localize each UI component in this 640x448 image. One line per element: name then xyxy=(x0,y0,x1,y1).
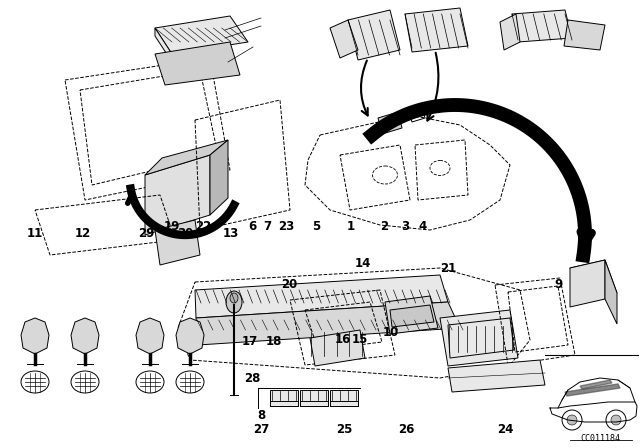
Polygon shape xyxy=(330,20,358,58)
Text: 25: 25 xyxy=(336,422,353,436)
Text: 8: 8 xyxy=(257,409,265,422)
Text: 11: 11 xyxy=(27,227,44,241)
Polygon shape xyxy=(155,16,248,54)
Text: 9: 9 xyxy=(554,278,562,291)
Text: 26: 26 xyxy=(398,422,415,436)
Polygon shape xyxy=(71,318,99,354)
Polygon shape xyxy=(440,310,518,366)
Text: 27: 27 xyxy=(253,422,269,436)
Polygon shape xyxy=(378,112,402,134)
Polygon shape xyxy=(145,140,228,175)
Text: 3: 3 xyxy=(401,220,409,233)
Polygon shape xyxy=(564,20,605,50)
Text: 14: 14 xyxy=(355,257,371,270)
Polygon shape xyxy=(348,10,400,60)
Polygon shape xyxy=(330,390,358,406)
Text: 1: 1 xyxy=(347,220,355,233)
Polygon shape xyxy=(500,14,520,50)
Text: 10: 10 xyxy=(382,326,399,339)
Polygon shape xyxy=(310,330,365,366)
Polygon shape xyxy=(570,260,605,307)
Text: CC011184: CC011184 xyxy=(580,434,620,443)
Polygon shape xyxy=(565,384,620,396)
Polygon shape xyxy=(605,260,617,324)
Text: 28: 28 xyxy=(244,372,261,385)
Text: 15: 15 xyxy=(351,333,368,346)
Text: 4: 4 xyxy=(419,220,426,233)
Ellipse shape xyxy=(226,291,242,313)
Polygon shape xyxy=(448,360,545,392)
Polygon shape xyxy=(570,260,617,303)
Polygon shape xyxy=(176,318,204,354)
Text: 18: 18 xyxy=(266,335,282,348)
Text: 19: 19 xyxy=(163,220,180,233)
Text: 5: 5 xyxy=(312,220,320,233)
Polygon shape xyxy=(405,8,468,52)
Text: 30: 30 xyxy=(177,227,194,241)
Text: 2: 2 xyxy=(380,220,388,233)
Polygon shape xyxy=(145,155,210,235)
Polygon shape xyxy=(270,390,298,406)
Text: 17: 17 xyxy=(241,335,258,348)
Text: 22: 22 xyxy=(195,220,212,233)
Text: 7: 7 xyxy=(264,220,271,233)
Polygon shape xyxy=(155,220,200,265)
Polygon shape xyxy=(512,10,572,42)
Text: 13: 13 xyxy=(222,227,239,241)
Ellipse shape xyxy=(230,293,238,303)
Circle shape xyxy=(567,415,577,425)
Text: 12: 12 xyxy=(75,227,92,241)
Circle shape xyxy=(611,415,621,425)
Text: 29: 29 xyxy=(138,227,154,241)
Polygon shape xyxy=(155,28,172,62)
Text: 16: 16 xyxy=(335,333,351,346)
Polygon shape xyxy=(300,390,328,406)
Polygon shape xyxy=(21,318,49,354)
Text: 23: 23 xyxy=(278,220,295,233)
Text: 24: 24 xyxy=(497,422,514,436)
Polygon shape xyxy=(195,275,448,318)
Polygon shape xyxy=(136,318,164,354)
Polygon shape xyxy=(155,42,240,85)
Polygon shape xyxy=(390,305,434,327)
Polygon shape xyxy=(385,296,438,334)
Polygon shape xyxy=(210,140,228,215)
Text: 20: 20 xyxy=(281,278,298,291)
Polygon shape xyxy=(580,380,612,389)
Text: 6: 6 xyxy=(249,220,257,233)
Text: 21: 21 xyxy=(440,262,456,276)
Polygon shape xyxy=(196,302,460,345)
